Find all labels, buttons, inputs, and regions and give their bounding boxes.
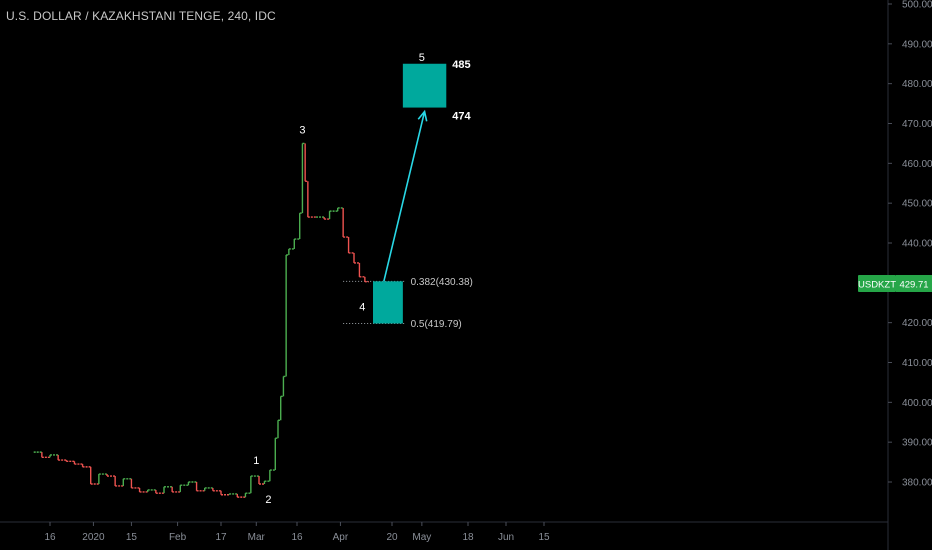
wave-label: 5 [419, 52, 425, 64]
y-tick-label: 460.00 [902, 159, 932, 170]
y-tick-label: 480.00 [902, 79, 932, 90]
x-tick-label: Jun [498, 532, 514, 543]
x-tick-label: 15 [126, 532, 138, 543]
x-tick-label: Feb [169, 532, 187, 543]
projection-arrow-head [417, 109, 428, 122]
y-tick-label: 390.00 [902, 438, 932, 449]
x-tick-label: 15 [538, 532, 550, 543]
x-tick-label: 17 [215, 532, 227, 543]
y-tick-label: 420.00 [902, 318, 932, 329]
fib-level-label: 0.382(430.38) [411, 277, 473, 288]
x-tick-label: May [412, 532, 431, 543]
x-tick-label: 18 [462, 532, 474, 543]
x-tick-label: Mar [248, 532, 266, 543]
y-tick-label: 380.00 [902, 478, 932, 489]
fib-level-label: 0.5(419.79) [411, 319, 462, 330]
projection-arrow [383, 111, 426, 282]
y-tick-label: 400.00 [902, 398, 932, 409]
retrace-zone [373, 281, 403, 324]
y-tick-label: 490.00 [902, 39, 932, 50]
last-price-badge [896, 274, 932, 292]
wave-label: 2 [265, 494, 271, 506]
x-tick-label: Apr [333, 532, 349, 543]
x-tick-label: 16 [291, 532, 303, 543]
y-tick-label: 440.00 [902, 239, 932, 250]
target-top-label: 485 [452, 59, 470, 71]
y-tick-label: 410.00 [902, 358, 932, 369]
chart-title: U.S. DOLLAR / KAZAKHSTANI TENGE, 240, ID… [6, 9, 276, 23]
wave-label: 4 [359, 302, 365, 314]
last-price-label: 429.71 [899, 279, 928, 290]
x-tick-label: 16 [44, 532, 56, 543]
y-tick-label: 500.00 [902, 0, 932, 11]
target-zone [402, 63, 447, 108]
x-tick-label: 20 [386, 532, 398, 543]
target-bottom-label: 474 [452, 111, 471, 123]
y-tick-label: 470.00 [902, 119, 932, 130]
x-tick-label: 2020 [82, 532, 105, 543]
symbol-badge-label: USDKZT [858, 279, 896, 290]
wave-label: 1 [253, 455, 259, 467]
y-tick-label: 450.00 [902, 199, 932, 210]
wave-label: 3 [299, 124, 305, 136]
symbol-badge [858, 274, 896, 292]
